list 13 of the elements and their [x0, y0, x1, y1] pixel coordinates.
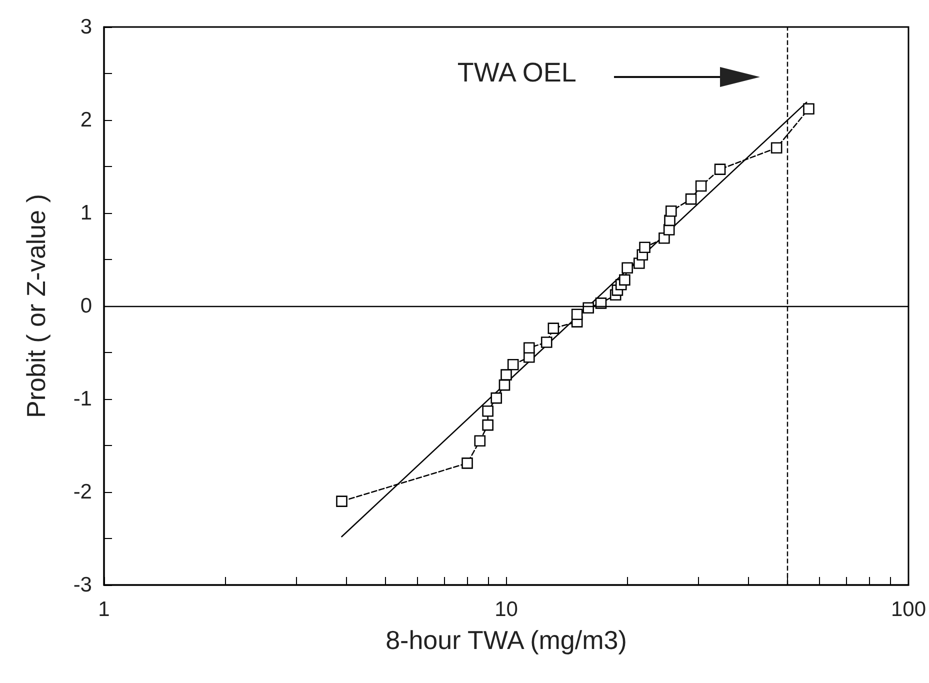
y-tick-label: -1 — [73, 388, 92, 410]
x-tick-label: 10 — [494, 598, 518, 621]
x-tick-label: 100 — [890, 598, 926, 621]
x-axis-title: 8-hour TWA (mg/m3) — [386, 625, 627, 655]
y-tick-label: 0 — [80, 294, 92, 318]
y-tick-label: 2 — [80, 108, 92, 132]
y-tick-label: -3 — [73, 574, 92, 596]
y-tick-label: 3 — [80, 16, 92, 38]
y-tick-label: -2 — [73, 480, 92, 504]
x-tick-label: 1 — [98, 598, 110, 621]
y-axis-title: Probit ( or Z-value ) — [21, 194, 51, 418]
y-tick-label: 1 — [80, 202, 92, 224]
ref-line-label: TWA OEL — [457, 58, 576, 88]
